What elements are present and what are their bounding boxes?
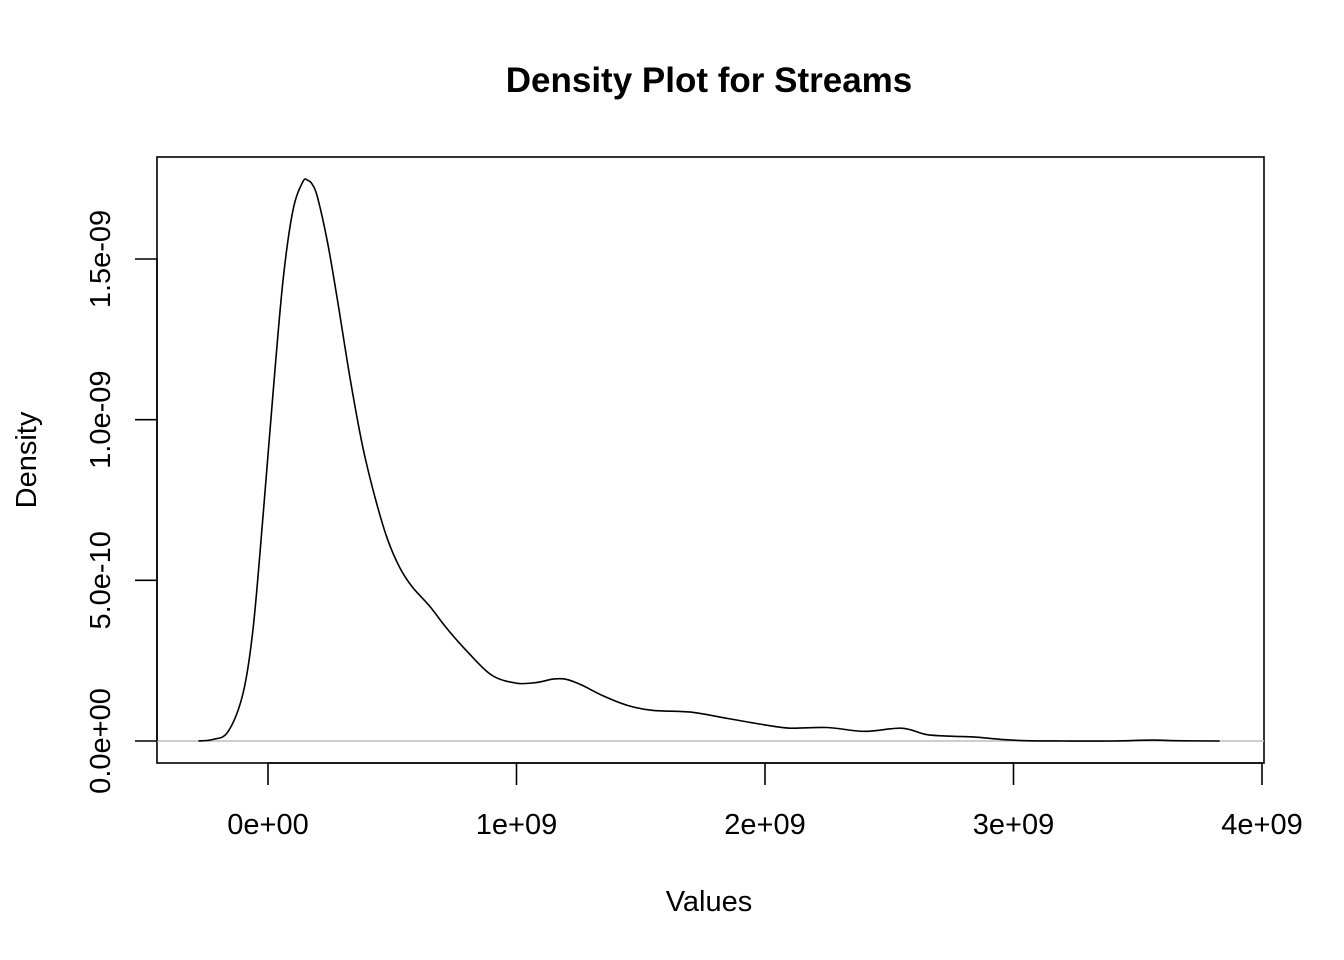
density-curve bbox=[198, 178, 1220, 742]
y-tick-label: 1.5e-09 bbox=[85, 210, 117, 308]
chart-title: Density Plot for Streams bbox=[506, 61, 913, 100]
y-axis-label: Density bbox=[11, 411, 43, 508]
x-axis: 0e+00 1e+09 2e+09 3e+09 4e+09 bbox=[227, 762, 1303, 841]
plot-frame bbox=[156, 156, 1265, 764]
y-tick-label: 0.0e+00 bbox=[85, 688, 117, 794]
x-tick-label: 4e+09 bbox=[1221, 809, 1302, 841]
x-tick-label: 3e+09 bbox=[973, 809, 1054, 841]
y-tick-label: 5.0e-10 bbox=[85, 531, 117, 629]
x-tick-label: 1e+09 bbox=[476, 809, 557, 841]
y-axis: 0.0e+00 5.0e-10 1.0e-09 1.5e-09 bbox=[85, 210, 158, 794]
x-tick-label: 2e+09 bbox=[724, 809, 805, 841]
x-axis-label: Values bbox=[666, 886, 753, 918]
y-tick-label: 1.0e-09 bbox=[85, 370, 117, 468]
x-tick-label: 0e+00 bbox=[227, 809, 308, 841]
